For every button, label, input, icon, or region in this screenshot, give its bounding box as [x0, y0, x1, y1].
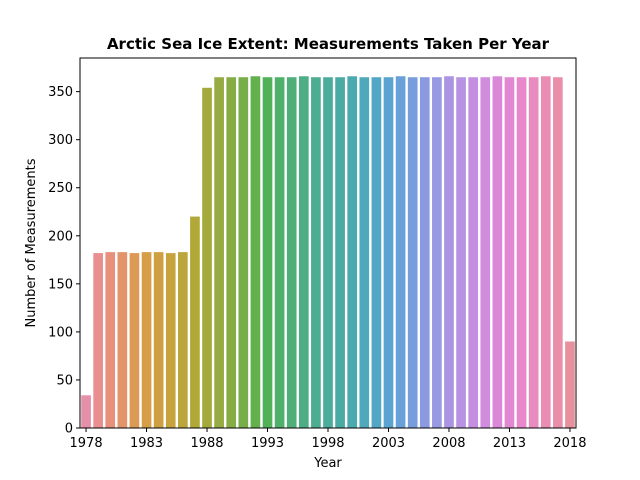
x-tick-label-1993: 1993 [251, 436, 284, 451]
bar-1986 [177, 252, 188, 428]
bar-1990 [226, 77, 237, 428]
bar-1997 [311, 77, 321, 428]
x-tick-label-1983: 1983 [130, 436, 163, 451]
bar-2013 [504, 77, 515, 428]
y-tick-label-200: 200 [48, 229, 73, 244]
bar-2015 [528, 77, 539, 428]
bar-1979 [93, 253, 103, 428]
x-tick-label-2008: 2008 [432, 436, 465, 451]
bars-group [81, 76, 575, 428]
y-axis-label: Number of Measurements [24, 158, 39, 327]
bar-2012 [492, 76, 503, 428]
bar-2002 [371, 77, 382, 428]
bar-1985 [165, 253, 176, 428]
bar-2007 [432, 77, 442, 428]
x-tick-label-2013: 2013 [493, 436, 526, 451]
y-tick-label-150: 150 [48, 277, 73, 292]
bar-2005 [407, 77, 418, 428]
x-axis-label: Year [313, 456, 342, 471]
x-tick-label-1978: 1978 [70, 436, 103, 451]
bar-1999 [335, 77, 345, 428]
bar-2008 [444, 76, 454, 428]
bar-1992 [250, 76, 261, 428]
bar-1991 [238, 77, 249, 428]
bar-1989 [214, 77, 224, 428]
bar-2010 [468, 77, 479, 428]
bar-2004 [395, 76, 406, 428]
y-tick-label-0: 0 [65, 422, 73, 437]
bar-2003 [383, 77, 394, 428]
x-tick-label-2003: 2003 [372, 436, 405, 451]
y-tick-label-50: 50 [56, 373, 73, 388]
bar-2017 [553, 77, 563, 428]
bar-2000 [347, 76, 358, 428]
bar-1984 [153, 252, 164, 428]
bar-1998 [323, 77, 333, 428]
bar-1995 [286, 77, 297, 428]
x-axis: 1978 1983 1988 1993 1998 2003 2008 2013 2018 [70, 428, 586, 451]
y-axis: 0 50 100 150 200 250 300 350 [48, 85, 80, 437]
x-tick-label-1988: 1988 [190, 436, 223, 451]
bar-1981 [117, 252, 128, 428]
bar-1988 [202, 87, 212, 428]
bar-1978 [81, 395, 91, 428]
bar-2009 [456, 77, 466, 428]
bar-2001 [359, 77, 370, 428]
y-tick-label-100: 100 [48, 325, 73, 340]
bar-2018 [565, 341, 575, 428]
y-tick-label-300: 300 [48, 133, 73, 148]
bar-1994 [274, 77, 285, 428]
bar-2006 [419, 77, 430, 428]
bar-2014 [516, 77, 527, 428]
bar-1980 [105, 252, 116, 428]
y-tick-label-350: 350 [48, 85, 73, 100]
x-tick-label-1998: 1998 [311, 436, 344, 451]
bar-1987 [190, 216, 200, 428]
y-tick-label-250: 250 [48, 181, 73, 196]
bar-1982 [129, 253, 140, 428]
chart-title: Arctic Sea Ice Extent: Measurements Take… [107, 35, 550, 53]
x-tick-label-2018: 2018 [553, 436, 586, 451]
bar-1996 [298, 76, 309, 428]
bar-1983 [141, 252, 152, 428]
plot-frame [79, 57, 577, 429]
bar-1993 [262, 77, 273, 428]
bar-2016 [540, 76, 551, 428]
bar-2011 [480, 77, 491, 428]
